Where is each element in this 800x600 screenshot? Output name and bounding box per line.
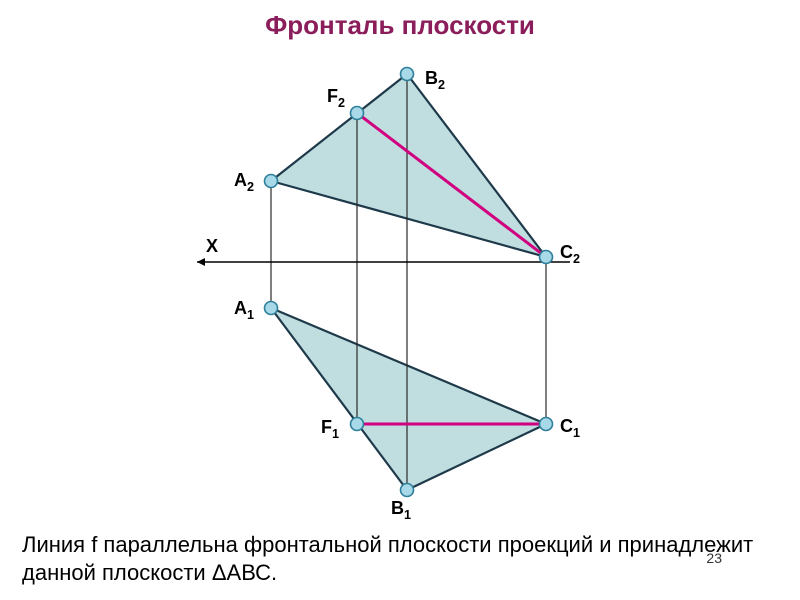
svg-text:A2: A2: [234, 170, 254, 194]
svg-text:A1: A1: [234, 298, 254, 322]
svg-text:B1: B1: [391, 498, 411, 522]
svg-text:C1: C1: [560, 416, 580, 440]
svg-text:F2: F2: [327, 86, 345, 110]
svg-text:B2: B2: [425, 68, 445, 92]
svg-text:X: X: [206, 236, 218, 256]
caption-text: Линия f параллельна фронтальной плоскост…: [22, 531, 762, 586]
page-number: 23: [706, 550, 722, 566]
svg-text:F1: F1: [321, 417, 339, 441]
diagram-canvas: A2B2C2F2A1B1C1F1X: [0, 0, 800, 600]
